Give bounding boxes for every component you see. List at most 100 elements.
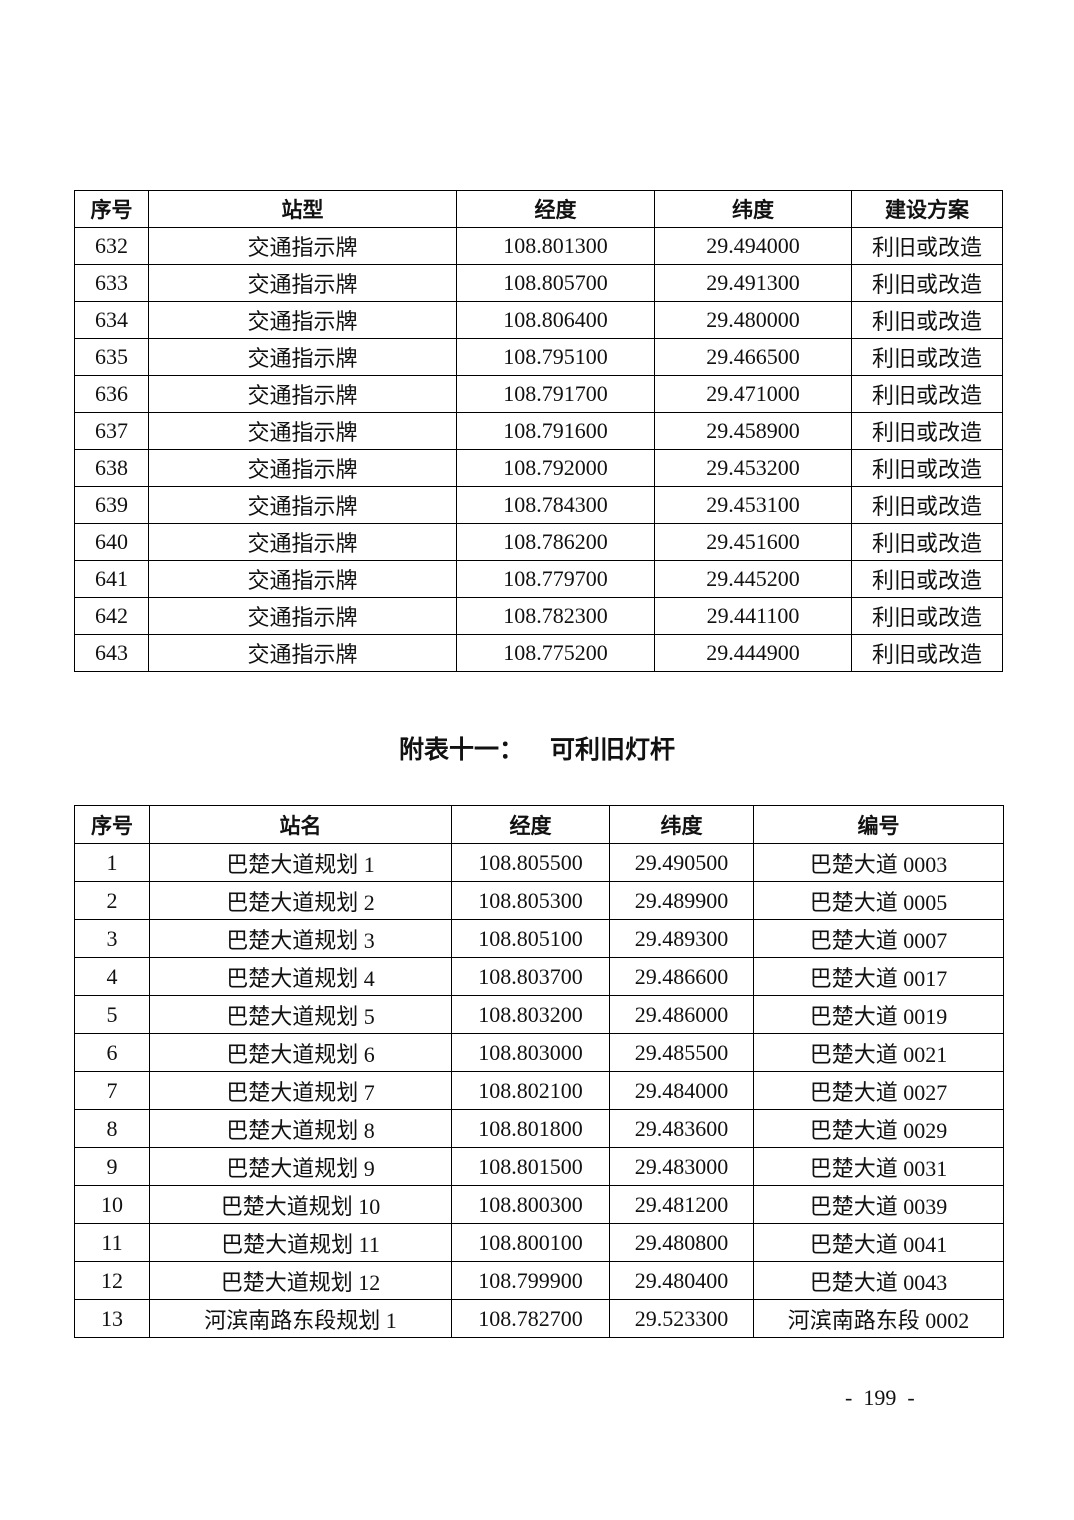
- table-cell: 29.483600: [609, 1109, 754, 1148]
- table-cell: 利旧或改造: [851, 375, 1003, 413]
- table-cell: 108.805500: [451, 843, 610, 882]
- table-cell: 巴楚大道 0003: [753, 843, 1004, 882]
- table-row: 638 交通指示牌 108.792000 29.453200 利旧或改造: [74, 449, 1003, 487]
- column-header: 建设方案: [851, 190, 1003, 228]
- table-cell: 交通指示牌: [148, 634, 457, 672]
- table-cell: 29.466500: [654, 338, 852, 376]
- section-title: 附表十一： 可利旧灯杆: [398, 735, 676, 764]
- table-header-row: 序号 站型 经度 纬度 建设方案: [74, 190, 1003, 228]
- table-row: 5 巴楚大道规划 5 108.803200 29.486000 巴楚大道 0019: [74, 995, 1004, 1034]
- table-cell: 108.792000: [456, 449, 655, 487]
- table-cell: 交通指示牌: [148, 227, 457, 265]
- table-cell: 637: [74, 412, 149, 450]
- table-cell: 利旧或改造: [851, 560, 1003, 598]
- table-cell: 10: [74, 1185, 150, 1224]
- table-cell: 108.800300: [451, 1185, 610, 1224]
- table-cell: 642: [74, 597, 149, 635]
- table-cell: 640: [74, 523, 149, 561]
- table-row: 11 巴楚大道规划 11 108.800100 29.480800 巴楚大道 0041: [74, 1223, 1004, 1262]
- table-cell: 108.801500: [451, 1147, 610, 1186]
- table-cell: 108.782300: [456, 597, 655, 635]
- table-cell: 巴楚大道规划 8: [149, 1109, 452, 1148]
- table-cell: 巴楚大道规划 5: [149, 995, 452, 1034]
- table-row: 6 巴楚大道规划 6 108.803000 29.485500 巴楚大道 0021: [74, 1033, 1004, 1072]
- table-cell: 108.795100: [456, 338, 655, 376]
- table-cell: 108.791600: [456, 412, 655, 450]
- table-row: 643 交通指示牌 108.775200 29.444900 利旧或改造: [74, 634, 1003, 672]
- table-cell: 636: [74, 375, 149, 413]
- table-cell: 29.494000: [654, 227, 852, 265]
- table-row: 2 巴楚大道规划 2 108.805300 29.489900 巴楚大道 0005: [74, 881, 1004, 920]
- table-cell: 643: [74, 634, 149, 672]
- table-cell: 2: [74, 881, 150, 920]
- table-cell: 29.480400: [609, 1261, 754, 1300]
- table-cell: 108.806400: [456, 301, 655, 339]
- table-cell: 638: [74, 449, 149, 487]
- table-row: 635 交通指示牌 108.795100 29.466500 利旧或改造: [74, 338, 1003, 376]
- table-cell: 633: [74, 264, 149, 302]
- table-cell: 巴楚大道 0021: [753, 1033, 1004, 1072]
- table-cell: 108.799900: [451, 1261, 610, 1300]
- table-cell: 利旧或改造: [851, 264, 1003, 302]
- table-header-row: 序号 站名 经度 纬度 编号: [74, 805, 1004, 844]
- table-cell: 交通指示牌: [148, 523, 457, 561]
- column-header: 经度: [456, 190, 655, 228]
- traffic-sign-table: 序号 站型 经度 纬度 建设方案 632 交通指示牌 108.801300 29.494000…: [74, 190, 1003, 672]
- table-cell: 108.784300: [456, 486, 655, 524]
- table-cell: 7: [74, 1071, 150, 1110]
- table-cell: 利旧或改造: [851, 412, 1003, 450]
- table-cell: 交通指示牌: [148, 412, 457, 450]
- table-cell: 巴楚大道规划 11: [149, 1223, 452, 1262]
- table-cell: 3: [74, 919, 150, 958]
- table-cell: 29.480000: [654, 301, 852, 339]
- table-row: 634 交通指示牌 108.806400 29.480000 利旧或改造: [74, 301, 1003, 339]
- table-row: 633 交通指示牌 108.805700 29.491300 利旧或改造: [74, 264, 1003, 302]
- table-cell: 29.458900: [654, 412, 852, 450]
- table-cell: 108.805300: [451, 881, 610, 920]
- table-cell: 交通指示牌: [148, 449, 457, 487]
- column-header: 站名: [149, 805, 452, 844]
- table-cell: 巴楚大道规划 4: [149, 957, 452, 996]
- table-cell: 29.441100: [654, 597, 852, 635]
- table-row: 8 巴楚大道规划 8 108.801800 29.483600 巴楚大道 0029: [74, 1109, 1004, 1148]
- table-cell: 巴楚大道 0005: [753, 881, 1004, 920]
- table-cell: 108.803200: [451, 995, 610, 1034]
- column-header: 纬度: [609, 805, 754, 844]
- table-row: 9 巴楚大道规划 9 108.801500 29.483000 巴楚大道 0031: [74, 1147, 1004, 1186]
- table-cell: 利旧或改造: [851, 449, 1003, 487]
- table-cell: 29.480800: [609, 1223, 754, 1262]
- table-cell: 632: [74, 227, 149, 265]
- table-cell: 29.453200: [654, 449, 852, 487]
- table-cell: 利旧或改造: [851, 523, 1003, 561]
- table-cell: 利旧或改造: [851, 597, 1003, 635]
- table-cell: 13: [74, 1299, 150, 1338]
- table-cell: 108.805100: [451, 919, 610, 958]
- table-cell: 河滨南路东段 0002: [753, 1299, 1004, 1338]
- table-row: 632 交通指示牌 108.801300 29.494000 利旧或改造: [74, 227, 1003, 265]
- table-cell: 交通指示牌: [148, 338, 457, 376]
- table-cell: 利旧或改造: [851, 486, 1003, 524]
- table-row: 640 交通指示牌 108.786200 29.451600 利旧或改造: [74, 523, 1003, 561]
- table-row: 3 巴楚大道规划 3 108.805100 29.489300 巴楚大道 0007: [74, 919, 1004, 958]
- column-header: 编号: [753, 805, 1004, 844]
- table-cell: 利旧或改造: [851, 634, 1003, 672]
- table-cell: 交通指示牌: [148, 301, 457, 339]
- table-row: 7 巴楚大道规划 7 108.802100 29.484000 巴楚大道 0027: [74, 1071, 1004, 1110]
- table-cell: 利旧或改造: [851, 301, 1003, 339]
- table-cell: 河滨南路东段规划 1: [149, 1299, 452, 1338]
- table-cell: 639: [74, 486, 149, 524]
- table-cell: 交通指示牌: [148, 597, 457, 635]
- reusable-pole-table: 序号 站名 经度 纬度 编号 1 巴楚大道规划 1 108.805500 29.490500 巴…: [74, 805, 1004, 1338]
- table-row: 12 巴楚大道规划 12 108.799900 29.480400 巴楚大道 0043: [74, 1261, 1004, 1300]
- table-cell: 108.803000: [451, 1033, 610, 1072]
- table-cell: 交通指示牌: [148, 560, 457, 598]
- table-cell: 635: [74, 338, 149, 376]
- table-cell: 11: [74, 1223, 150, 1262]
- table-cell: 6: [74, 1033, 150, 1072]
- table-cell: 巴楚大道规划 12: [149, 1261, 452, 1300]
- table-cell: 巴楚大道规划 3: [149, 919, 452, 958]
- column-header: 序号: [74, 805, 150, 844]
- table-cell: 利旧或改造: [851, 338, 1003, 376]
- table-cell: 29.485500: [609, 1033, 754, 1072]
- table-cell: 巴楚大道规划 6: [149, 1033, 452, 1072]
